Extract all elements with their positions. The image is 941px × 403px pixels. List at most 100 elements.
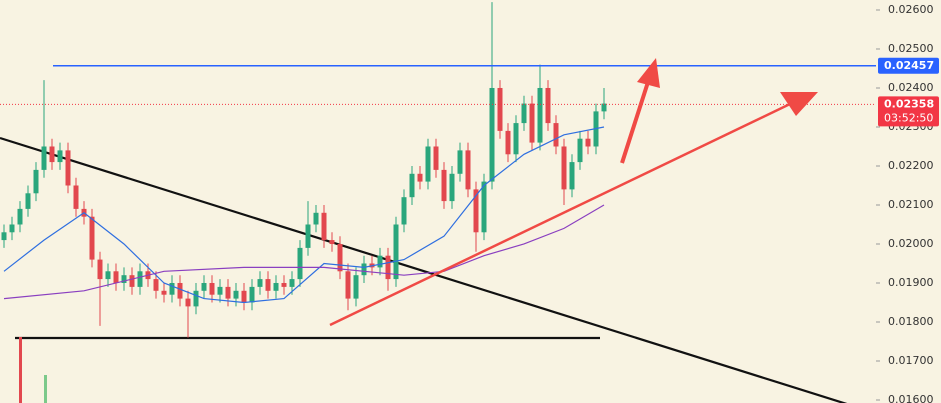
candle-body bbox=[65, 150, 71, 186]
candle-body bbox=[497, 87, 503, 131]
price-badge bbox=[878, 96, 939, 127]
candle-body bbox=[561, 146, 567, 190]
arrow-head bbox=[637, 58, 660, 88]
moving-average bbox=[3, 126, 605, 304]
candle-body bbox=[465, 150, 471, 190]
candle-body bbox=[601, 103, 607, 112]
candle-body bbox=[425, 146, 431, 182]
candle-body bbox=[569, 162, 575, 190]
candle-body bbox=[441, 169, 447, 202]
y-tick-label: 0.01800 bbox=[888, 315, 934, 328]
candle-body bbox=[377, 255, 383, 268]
candle-body bbox=[417, 173, 423, 182]
candle-body bbox=[121, 275, 127, 283]
candle-body bbox=[521, 103, 527, 124]
candle-body bbox=[433, 146, 439, 170]
candle-body bbox=[257, 279, 263, 287]
candle-body bbox=[25, 193, 31, 209]
candle-body bbox=[49, 146, 55, 163]
price-badge-label: 0.02358 bbox=[884, 97, 934, 110]
arrow-head bbox=[780, 92, 818, 116]
y-tick-label: 0.02500 bbox=[888, 42, 934, 55]
candle-body bbox=[233, 290, 239, 299]
candle-body bbox=[249, 286, 255, 303]
price-badge-label: 0.02457 bbox=[884, 59, 934, 72]
volume-bar bbox=[44, 375, 47, 403]
candle-body bbox=[89, 216, 95, 260]
candle-body bbox=[225, 286, 231, 299]
y-tick-label: 0.02200 bbox=[888, 159, 934, 172]
candle-body bbox=[73, 185, 79, 209]
candle-body bbox=[137, 271, 143, 287]
candle-body bbox=[297, 247, 303, 280]
candle-body bbox=[393, 224, 399, 280]
candle-body bbox=[553, 123, 559, 147]
candle-body bbox=[273, 282, 279, 291]
plot-area bbox=[0, 2, 876, 403]
candle-body bbox=[241, 290, 247, 303]
y-tick-label: 0.01600 bbox=[888, 393, 934, 403]
candle-body bbox=[57, 150, 63, 163]
y-tick-label: 0.01700 bbox=[888, 354, 934, 367]
y-tick-label: 0.02000 bbox=[888, 237, 934, 250]
candle-body bbox=[169, 282, 175, 295]
arrow-line bbox=[329, 102, 791, 327]
candle-body bbox=[385, 255, 391, 280]
candle-body bbox=[33, 169, 39, 194]
candle-body bbox=[577, 138, 583, 163]
y-tick-label: 0.02400 bbox=[888, 81, 934, 94]
candle-body bbox=[321, 212, 327, 241]
candle-body bbox=[401, 197, 407, 225]
candle-body bbox=[185, 298, 191, 307]
y-tick-label: 0.02100 bbox=[888, 198, 934, 211]
y-tick-label: 0.01900 bbox=[888, 276, 934, 289]
y-tick-label: 0.02600 bbox=[888, 3, 934, 16]
candle-body bbox=[329, 240, 335, 244]
volume-bar bbox=[19, 337, 22, 403]
candle-body bbox=[337, 243, 343, 272]
candle-body bbox=[473, 189, 479, 233]
candle-body bbox=[585, 138, 591, 147]
candle-body bbox=[129, 275, 135, 287]
candle-body bbox=[361, 263, 367, 276]
candle-body bbox=[353, 275, 359, 299]
candle-body bbox=[281, 282, 287, 287]
candle-body bbox=[161, 290, 167, 295]
candle-body bbox=[537, 87, 543, 143]
candle-body bbox=[265, 279, 271, 291]
candle-body bbox=[489, 87, 495, 182]
candle-body bbox=[113, 271, 119, 283]
candle-body bbox=[345, 271, 351, 299]
candle-body bbox=[209, 282, 215, 295]
candle-body bbox=[545, 87, 551, 124]
candle-body bbox=[17, 208, 23, 225]
candle-body bbox=[1, 232, 7, 241]
trend-line bbox=[0, 136, 848, 403]
candle-body bbox=[9, 224, 15, 233]
candle-body bbox=[177, 282, 183, 299]
candle-body bbox=[313, 212, 319, 225]
candle-body bbox=[305, 224, 311, 248]
arrow-line bbox=[620, 81, 650, 164]
candle-body bbox=[289, 279, 295, 287]
candle-body bbox=[217, 286, 223, 295]
candle-body bbox=[457, 150, 463, 174]
candle-body bbox=[505, 130, 511, 155]
candle-body bbox=[201, 282, 207, 291]
candle-body bbox=[449, 173, 455, 202]
candle-body bbox=[409, 173, 415, 198]
moving-average bbox=[3, 204, 605, 300]
annotations bbox=[329, 58, 818, 327]
candle-body bbox=[513, 123, 519, 155]
candle-body bbox=[41, 146, 47, 170]
candle-body bbox=[529, 103, 535, 143]
countdown-label: 03:52:50 bbox=[884, 111, 933, 124]
candle-body bbox=[481, 181, 487, 233]
candle-body bbox=[153, 279, 159, 291]
candle-body bbox=[97, 259, 103, 280]
price-badge bbox=[878, 57, 939, 74]
candle-body bbox=[105, 271, 111, 280]
candle-body bbox=[193, 290, 199, 307]
